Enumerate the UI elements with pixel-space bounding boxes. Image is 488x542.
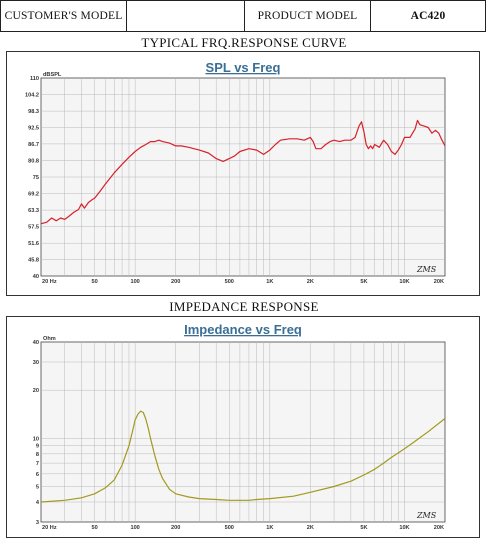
x-tick-label: 20 Hz [42,525,57,531]
x-tick-label: 10K [399,279,409,285]
x-tick-label: 500 [225,279,234,285]
series-line [40,410,446,503]
y-tick-label: 6 [36,472,39,478]
y-tick-label: 40 [33,274,39,280]
y-tick-label: 40 [33,340,39,346]
y-tick-label: 3 [36,520,39,526]
x-tick-label: 2K [307,525,314,531]
x-tick-label: 100 [130,279,139,285]
x-tick-label: 20K [434,525,444,531]
x-tick-label: 10K [399,525,409,531]
y-tick-label: 4 [36,500,40,506]
x-tick-label: 100 [130,525,139,531]
header-table: CUSTOMER'S MODEL PRODUCT MODEL AC420 [0,0,486,32]
signature: ZMS [416,265,437,274]
plot-area [40,341,446,523]
y-tick-label: 75 [33,175,39,181]
y-tick-label: 51.6 [28,241,39,247]
x-tick-label: 50 [91,279,97,285]
y-tick-label: 45.8 [28,258,39,264]
series-line [40,119,446,225]
y-tick-label: 86.7 [28,142,39,148]
x-tick-label: 200 [171,525,180,531]
y-tick-label: 104.2 [25,92,39,98]
product-model-label: PRODUCT MODEL [245,1,371,31]
spl-chart: SPL vs Freq 40 45.8 51.6 57.5 63.3 69.2 75 80.8 8… [25,60,446,285]
customer-model-label: CUSTOMER'S MODEL [1,1,127,31]
y-tick-label: 80.8 [28,159,39,165]
x-tick-label: 5K [360,279,367,285]
x-tick-label: 500 [225,525,234,531]
y-tick-label: 5 [36,485,39,491]
x-tick-label: 200 [171,279,180,285]
x-tick-label: 2K [307,279,314,285]
y-tick-label: 20 [33,388,39,394]
impedance-chart-frame: Impedance vs Freq 3 4 5 6 7 8 9 10 20 30 40 20 Hz 50 1… [6,316,480,538]
y-tick-label: 69.2 [28,191,39,197]
y-tick-label: 9 [36,444,39,450]
y-tick-label: 110 [30,76,39,82]
impedance-section-title: IMPEDANCE RESPONSE [169,299,319,314]
impedance-chart: Impedance vs Freq 3 4 5 6 7 8 9 10 20 30 40 20 Hz 50 1… [33,322,446,531]
frequency-response-section-title: TYPICAL FRQ.RESPONSE CURVE [141,35,347,50]
y-tick-label: 8 [36,452,39,458]
y-axis-unit: Ohm [43,336,56,342]
signature: ZMS [416,511,437,520]
y-tick-label: 98.3 [28,109,39,115]
x-tick-label: 1K [266,525,273,531]
x-tick-label: 1K [266,279,273,285]
y-tick-label: 30 [33,360,39,366]
y-tick-label: 57.5 [28,225,39,231]
x-tick-label: 5K [360,525,367,531]
y-tick-label: 10 [33,436,39,442]
chart-title: SPL vs Freq [206,60,281,75]
x-tick-label: 20 Hz [42,279,57,285]
spl-chart-frame: SPL vs Freq 40 45.8 51.6 57.5 63.3 69.2 75 80.8 8… [6,51,480,296]
product-model-value: AC420 [410,10,446,22]
customer-model-value [127,1,245,31]
y-tick-label: 63.3 [28,208,39,214]
x-tick-label: 50 [91,525,97,531]
x-tick-label: 20K [434,279,444,285]
y-tick-label: 92.5 [28,126,39,132]
y-axis-unit: dBSPL [43,72,62,78]
y-tick-label: 7 [36,461,39,467]
chart-title: Impedance vs Freq [184,322,302,337]
